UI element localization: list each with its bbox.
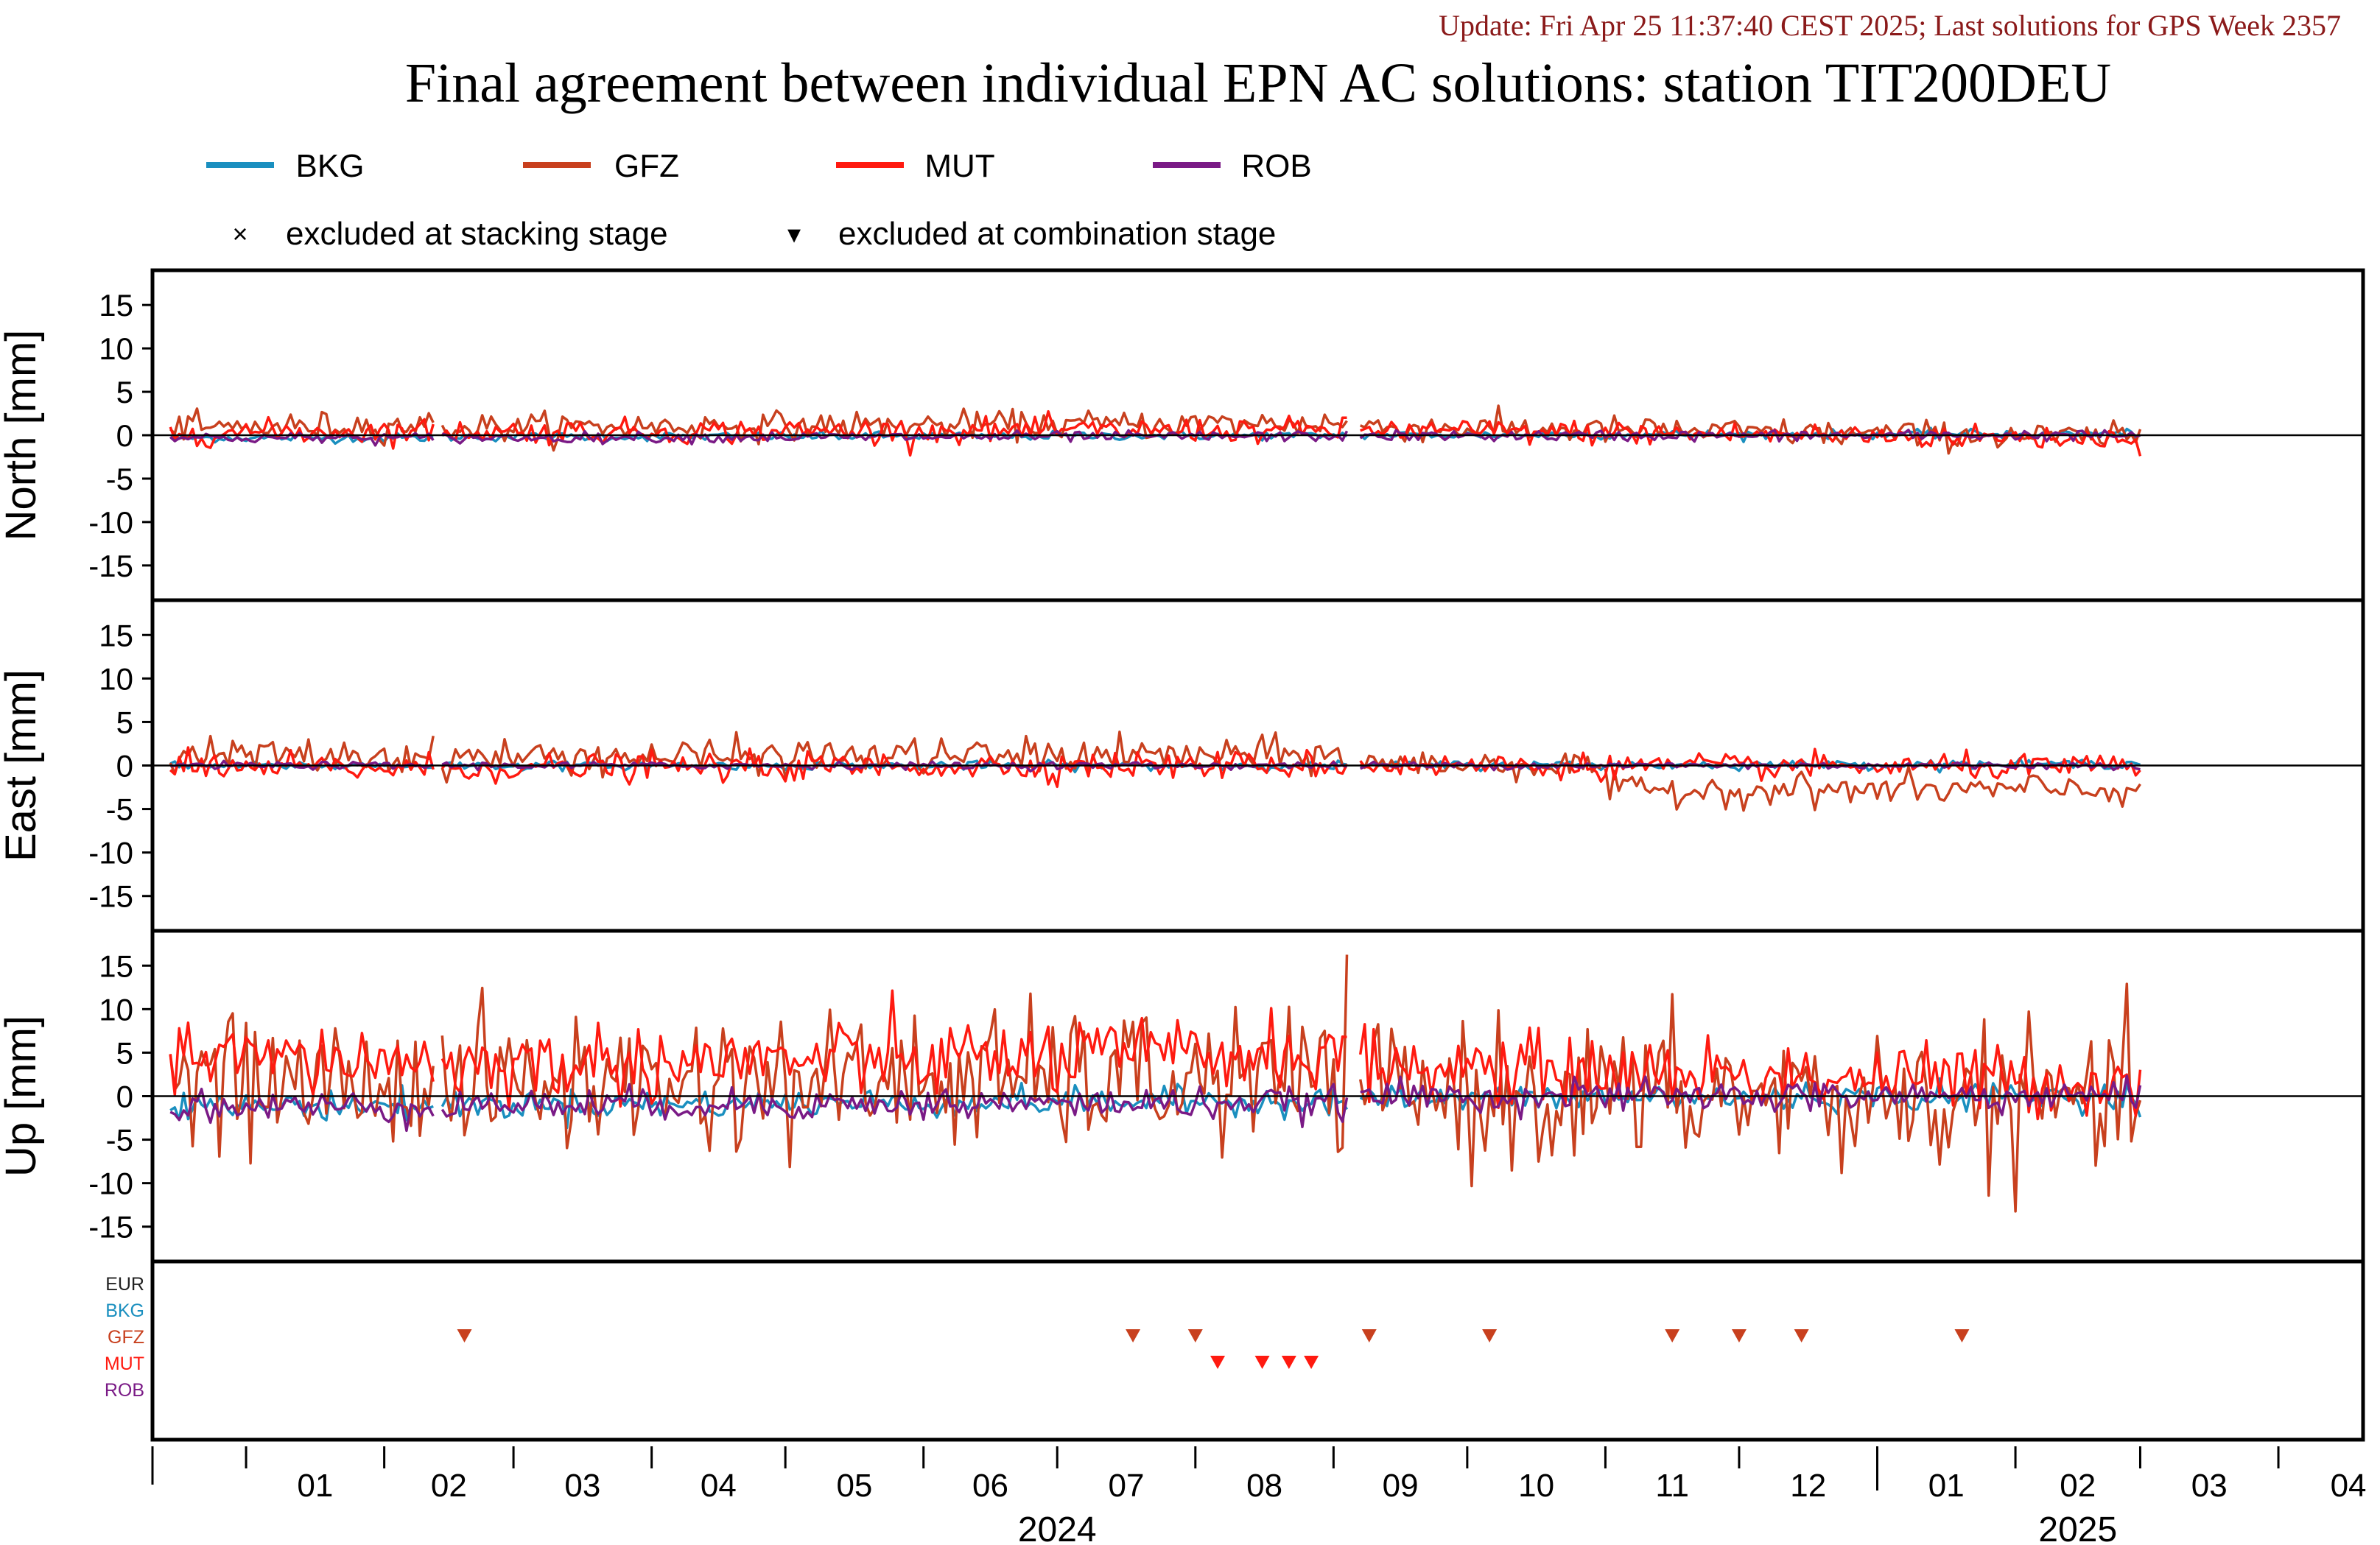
exclusion-marker-2 — [1187, 1329, 1203, 1342]
xtick-label-14: 03 — [2191, 1468, 2228, 1504]
legend-label-bkg: BKG — [296, 148, 365, 184]
xtick-label-4: 05 — [836, 1468, 872, 1504]
exclusion-marker-3 — [1210, 1356, 1226, 1369]
series-up-gfz-1 — [440, 954, 1349, 1169]
ytick-label-up-6: -15 — [88, 1210, 133, 1245]
legend-label-rob: ROB — [1241, 148, 1311, 184]
year-label-1: 2025 — [2038, 1510, 2117, 1545]
xtick-label-2: 03 — [564, 1468, 600, 1504]
ytick-label-east-1: 10 — [99, 661, 133, 696]
ytick-label-north-1: 10 — [99, 331, 133, 366]
series-east-gfz-0 — [169, 734, 435, 775]
panels: 15 10 5 0 -5 -10 -15 North [mm] 15 10 5 0 -5 -10 -15 Ea… — [0, 268, 2365, 1264]
ytick-label-north-3: 0 — [116, 418, 133, 453]
xtick-label-0: 01 — [297, 1468, 333, 1504]
series-up-rob-1 — [440, 1083, 1349, 1129]
series-up-rob-0 — [169, 1088, 435, 1133]
legend: BKG GFZ MUT ROB × excluded at stacking stage ▾… — [206, 148, 1312, 252]
series-up-mut-2 — [1358, 1023, 2142, 1121]
legend-marker-label-0: excluded at stacking stage — [286, 216, 668, 252]
xtick-label-9: 10 — [1518, 1468, 1554, 1504]
panel-up: 15 10 5 0 -5 -10 -15 Up [mm] — [0, 929, 2365, 1264]
panel-east: 15 10 5 0 -5 -10 -15 East [mm] — [0, 598, 2365, 933]
exclusion-marker-4 — [1254, 1356, 1270, 1369]
xtick-label-5: 06 — [972, 1468, 1008, 1504]
exclusion-row-label-gfz: GFZ — [108, 1327, 144, 1348]
legend-marker-symbol-1: ▾ — [787, 219, 801, 249]
exclusion-marker-10 — [1731, 1329, 1747, 1342]
exclusion-marker-12 — [1954, 1329, 1970, 1342]
exclusion-marker-8 — [1482, 1329, 1498, 1342]
xtick-label-12: 01 — [1928, 1468, 1965, 1504]
ytick-label-east-3: 0 — [116, 749, 133, 784]
ytick-label-up-2: 5 — [116, 1035, 133, 1070]
ytick-label-north-0: 15 — [99, 288, 133, 323]
legend-label-mut: MUT — [924, 148, 994, 184]
ylabel-up: Up [mm] — [0, 1016, 45, 1177]
series-north-gfz-0 — [169, 407, 435, 447]
exclusion-row-label-bkg: BKG — [105, 1301, 144, 1321]
panel-north: 15 10 5 0 -5 -10 -15 North [mm] — [0, 268, 2365, 602]
ytick-label-east-6: -15 — [88, 879, 133, 914]
ytick-label-east-4: -5 — [106, 792, 133, 827]
year-label-0: 2024 — [1018, 1510, 1097, 1545]
exclusion-marker-5 — [1281, 1356, 1296, 1369]
exclusion-marker-0 — [457, 1329, 472, 1342]
xtick-label-11: 12 — [1790, 1468, 1826, 1504]
series-up-gfz-2 — [1358, 982, 2142, 1213]
ytick-label-east-2: 5 — [116, 705, 133, 739]
xtick-label-10: 11 — [1655, 1468, 1689, 1504]
ytick-label-up-5: -10 — [88, 1166, 133, 1201]
exclusion-marker-6 — [1304, 1356, 1319, 1369]
series-up-gfz-0 — [169, 1012, 435, 1165]
xtick-label-3: 04 — [701, 1468, 737, 1504]
legend-marker-symbol-0: × — [232, 219, 248, 249]
ytick-label-up-3: 0 — [116, 1080, 133, 1114]
legend-marker-label-1: excluded at combination stage — [838, 216, 1276, 252]
xtick-label-15: 04 — [2331, 1468, 2367, 1504]
ytick-label-east-5: -10 — [88, 836, 133, 870]
series-up-mut-1 — [440, 989, 1347, 1111]
ytick-label-north-6: -15 — [88, 549, 133, 583]
ytick-label-up-1: 10 — [99, 992, 133, 1027]
series-up-rob-2 — [1360, 1074, 2142, 1121]
xtick-label-7: 08 — [1246, 1468, 1282, 1504]
exclusion-row-label-eur: EUR — [105, 1274, 144, 1295]
ytick-label-north-2: 5 — [116, 375, 133, 409]
exclusions-panel: EUR BKG GFZ MUT ROB — [105, 1259, 2365, 1442]
legend-label-gfz: GFZ — [614, 148, 679, 184]
exclusion-row-label-mut: MUT — [105, 1354, 144, 1374]
xtick-label-13: 02 — [2060, 1468, 2096, 1504]
ytick-label-up-4: -5 — [106, 1123, 133, 1158]
exclusion-marker-7 — [1361, 1329, 1377, 1342]
x-axis: 01 02 03 04 05 06 07 08 09 10 11 12 01 02 03 04 2024 2025 — [151, 1446, 2367, 1545]
ytick-label-north-5: -10 — [88, 505, 133, 540]
series-north-gfz-1 — [440, 407, 1348, 452]
xtick-label-1: 02 — [431, 1468, 467, 1504]
chart-title: Final agreement between individual EPN A… — [405, 52, 2111, 114]
series-east-rob-0 — [170, 759, 434, 771]
ytick-label-north-4: -5 — [106, 462, 133, 496]
exclusion-marker-11 — [1794, 1329, 1809, 1342]
exclusion-marker-1 — [1126, 1329, 1141, 1342]
exclusion-row-label-rob: ROB — [105, 1380, 144, 1401]
update-text: Update: Fri Apr 25 11:37:40 CEST 2025; L… — [1439, 9, 2341, 42]
series-up-mut-0 — [169, 1021, 435, 1097]
exclusions-frame — [150, 1259, 2365, 1442]
ylabel-north: North [mm] — [0, 330, 45, 541]
xtick-label-6: 07 — [1109, 1468, 1145, 1504]
ylabel-east: East [mm] — [0, 669, 45, 862]
xtick-label-8: 09 — [1383, 1468, 1419, 1504]
exclusion-marker-9 — [1665, 1329, 1680, 1342]
series-north-gfz-2 — [1360, 404, 2142, 455]
ytick-label-up-0: 15 — [99, 949, 133, 983]
ytick-label-east-0: 15 — [99, 618, 133, 652]
series-east-gfz-3 — [1604, 765, 2141, 812]
